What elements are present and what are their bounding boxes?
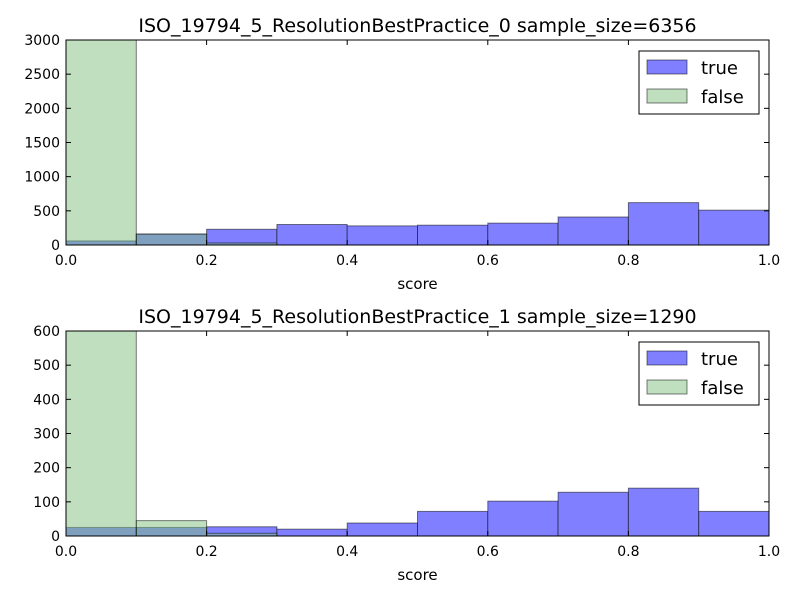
bar-true-8	[627, 202, 700, 246]
x-axis-label: score	[397, 566, 437, 584]
bar-true-9	[698, 510, 770, 537]
x-tick-label: 0.2	[195, 544, 217, 560]
legend-label-false: false	[701, 87, 744, 108]
y-tick-label: 300	[33, 427, 60, 443]
bar-true-4	[346, 522, 419, 537]
histogram-panel-0: 0.0 0.2 0.4 0.6 0.8 1.0 0 500 1000 1500 2000 2500 30…	[24, 15, 780, 293]
y-tick-label: 3000	[24, 33, 60, 49]
y-tick-label: 0	[51, 529, 60, 545]
y-tick-label: 500	[33, 204, 60, 220]
x-tick-label: 0.0	[55, 253, 77, 269]
bar-false-0	[65, 330, 137, 537]
y-tick-label: 400	[33, 392, 60, 408]
y-tick-label: 500	[33, 358, 60, 374]
legend-label-true: true	[701, 58, 738, 79]
legend-swatch-true	[646, 59, 688, 75]
legend-label-true: true	[701, 349, 738, 370]
bar-true-9	[698, 209, 770, 246]
chart-title: ISO_19794_5_ResolutionBestPractice_0 sam…	[138, 15, 696, 37]
bar-true-5	[417, 224, 489, 246]
x-tick-label: 0.6	[477, 544, 499, 560]
y-tick-label: 1000	[24, 170, 60, 186]
legend-swatch-true	[646, 350, 688, 366]
y-tick-label: 2500	[24, 67, 60, 83]
x-tick-label: 0.6	[477, 253, 499, 269]
bar-true-4	[346, 225, 419, 246]
x-tick-label: 0.2	[195, 253, 217, 269]
histogram-panel-1: 0.0 0.2 0.4 0.6 0.8 1.0 0 100 200 300 400 500 600 ISO…	[33, 306, 780, 584]
bar-false-1	[135, 520, 208, 537]
bar-true-7	[557, 216, 629, 246]
legend-label-false: false	[701, 378, 744, 399]
chart-title: ISO_19794_5_ResolutionBestPractice_1 sam…	[138, 306, 696, 328]
bar-true-7	[557, 491, 629, 537]
y-tick-label: 2000	[24, 101, 60, 117]
bar-true-8	[627, 487, 700, 537]
y-tick-label: 100	[33, 495, 60, 511]
x-tick-label: 0.8	[617, 253, 639, 269]
bar-true-3	[276, 528, 348, 537]
legend-swatch-false	[646, 379, 688, 395]
x-tick-label: 1.0	[758, 544, 780, 560]
bar-false-1	[135, 233, 208, 246]
legend: true false	[638, 341, 760, 406]
y-tick-label: 200	[33, 461, 60, 477]
x-tick-label: 0.0	[55, 544, 77, 560]
y-tick-label: 600	[33, 324, 60, 340]
x-axis-label: score	[397, 275, 437, 293]
x-tick-label: 0.4	[336, 253, 358, 269]
x-tick-label: 0.8	[617, 544, 639, 560]
legend: true false	[638, 50, 760, 115]
legend-swatch-false	[646, 88, 688, 104]
bar-true-6	[487, 222, 559, 246]
y-tick-label: 0	[51, 238, 60, 254]
x-tick-label: 0.4	[336, 544, 358, 560]
bar-true-6	[487, 500, 559, 537]
bar-false-0	[65, 39, 137, 246]
x-tick-label: 1.0	[758, 253, 780, 269]
bar-true-5	[417, 510, 489, 537]
bar-true-3	[276, 224, 348, 246]
y-tick-label: 1500	[24, 136, 60, 152]
